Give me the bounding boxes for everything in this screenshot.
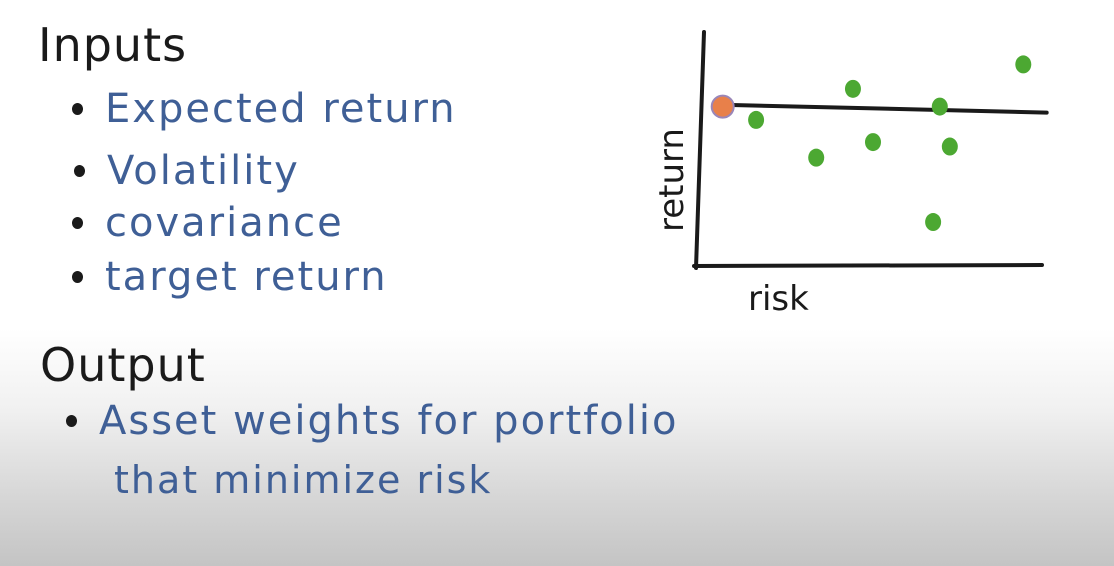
portfolio-point (925, 213, 942, 232)
output-item-line2: that minimize risk (114, 458, 493, 502)
portfolio-point (931, 97, 948, 116)
bullet-icon (72, 103, 83, 115)
input-item-target-return: target return (72, 254, 388, 300)
portfolio-point (808, 148, 825, 167)
input-item-expected-return: Expected return (72, 86, 457, 132)
portfolio-point (844, 79, 861, 98)
input-item-volatility: Volatility (74, 148, 300, 194)
target-return-line (714, 102, 1049, 115)
bullet-icon (66, 415, 77, 427)
input-item-covariance: covariance (72, 200, 344, 246)
y-axis (694, 30, 706, 270)
input-item-label: Volatility (107, 148, 300, 194)
inputs-heading: Inputs (38, 18, 188, 72)
bullet-icon (72, 271, 83, 283)
output-item-line1: Asset weights for portfolio (99, 398, 679, 444)
x-axis (692, 263, 1044, 268)
input-item-label: covariance (105, 200, 344, 246)
bullet-icon (74, 165, 85, 177)
y-axis-label: return (652, 128, 692, 232)
input-item-label: target return (105, 254, 388, 300)
portfolio-point (941, 137, 958, 156)
portfolio-point (865, 133, 881, 152)
input-item-label: Expected return (105, 86, 457, 132)
portfolio-point (748, 110, 765, 129)
x-axis-label: risk (748, 279, 809, 319)
output-item: Asset weights for portfolio (66, 398, 678, 444)
min-risk-point (710, 94, 735, 119)
portfolio-point (1015, 55, 1032, 74)
output-heading: Output (40, 338, 206, 392)
bullet-icon (72, 217, 83, 229)
